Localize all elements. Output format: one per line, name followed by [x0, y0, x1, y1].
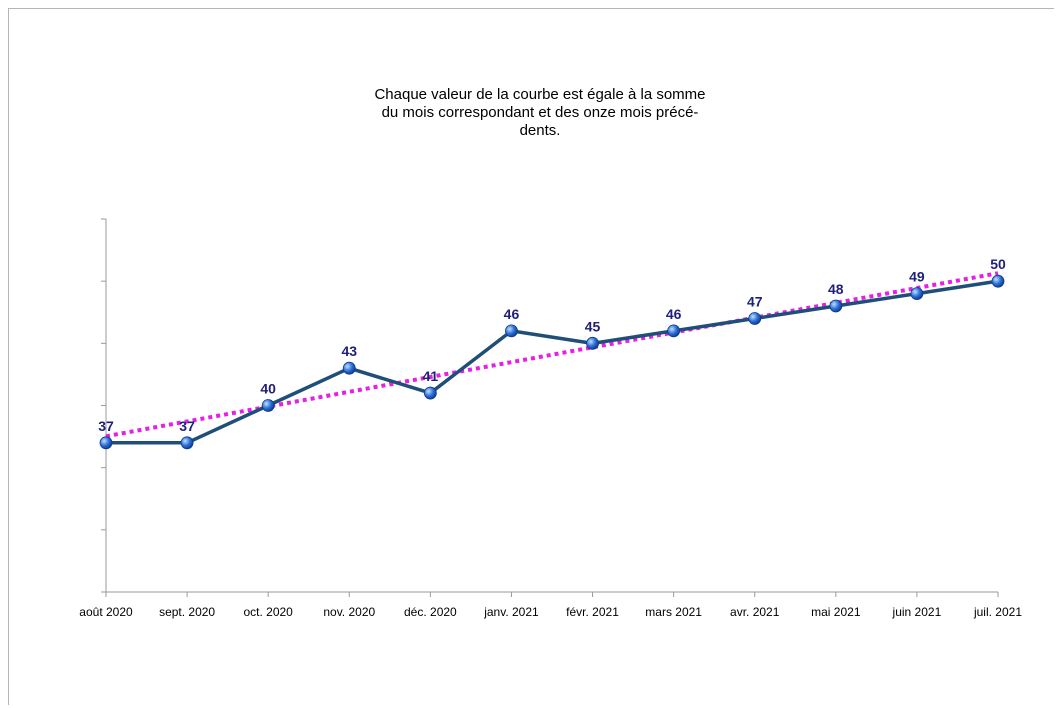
data-point-6 — [505, 324, 518, 338]
x-tick-label-10: mai 2021 — [811, 605, 861, 619]
data-point-5 — [423, 386, 437, 400]
data-label-2: 37 — [179, 418, 195, 434]
data-point-7 — [586, 336, 599, 350]
data-point-12 — [991, 274, 1005, 288]
data-label-11: 49 — [909, 269, 925, 285]
data-label-10: 48 — [828, 281, 844, 297]
data-label-4: 43 — [341, 343, 357, 359]
data-label-7: 45 — [585, 318, 601, 334]
data-label-9: 47 — [747, 293, 763, 309]
x-tick-label-11: juin 2021 — [892, 605, 942, 619]
chart-frame — [8, 8, 1054, 705]
data-point-1 — [99, 436, 113, 450]
data-label-8: 46 — [666, 306, 682, 322]
data-point-3 — [261, 399, 275, 412]
x-tick-label-6: janv. 2021 — [483, 605, 539, 619]
data-label-5: 41 — [423, 368, 439, 384]
chart-title-line-3: dents. — [519, 122, 561, 139]
data-label-6: 46 — [504, 306, 520, 322]
x-tick-label-1: août 2020 — [79, 605, 133, 619]
x-tick-label-7: févr. 2021 — [566, 605, 619, 619]
data-point-4 — [342, 361, 356, 375]
data-label-layer: 37 37 40 43 41 46 45 46 47 48 49 50 — [98, 256, 1006, 434]
data-point-10 — [829, 299, 843, 313]
trendline — [105, 271, 999, 439]
x-tick-label-9: avr. 2021 — [730, 605, 780, 619]
chart-title-line-2: du mois correspondant et des onze mois p… — [381, 104, 699, 121]
data-point-9 — [748, 312, 762, 325]
data-point-11 — [910, 287, 924, 301]
x-tick-label-2: sept. 2020 — [159, 605, 215, 619]
x-tick-label-12: juil. 2021 — [973, 605, 1022, 619]
data-label-1: 37 — [98, 418, 114, 434]
trendline-layer — [105, 271, 999, 439]
chart-title: Chaque valeur de la courbe est égale à l… — [330, 86, 750, 140]
series-layer — [99, 274, 1005, 450]
axes — [101, 218, 999, 597]
data-label-12: 50 — [990, 256, 1006, 272]
x-tick-label-layer: août 2020 sept. 2020 oct. 2020 nov. 2020 déc… — [79, 605, 1022, 619]
data-point-2 — [180, 436, 194, 450]
x-tick-label-5: déc. 2020 — [404, 605, 457, 619]
data-label-3: 40 — [260, 381, 276, 397]
x-tick-label-8: mars 2021 — [645, 605, 702, 619]
series-line — [106, 279, 999, 445]
x-tick-label-4: nov. 2020 — [323, 605, 375, 619]
chart-title-line-1: Chaque valeur de la courbe est égale à l… — [374, 86, 706, 103]
data-point-8 — [667, 324, 681, 338]
x-tick-label-3: oct. 2020 — [243, 605, 293, 619]
